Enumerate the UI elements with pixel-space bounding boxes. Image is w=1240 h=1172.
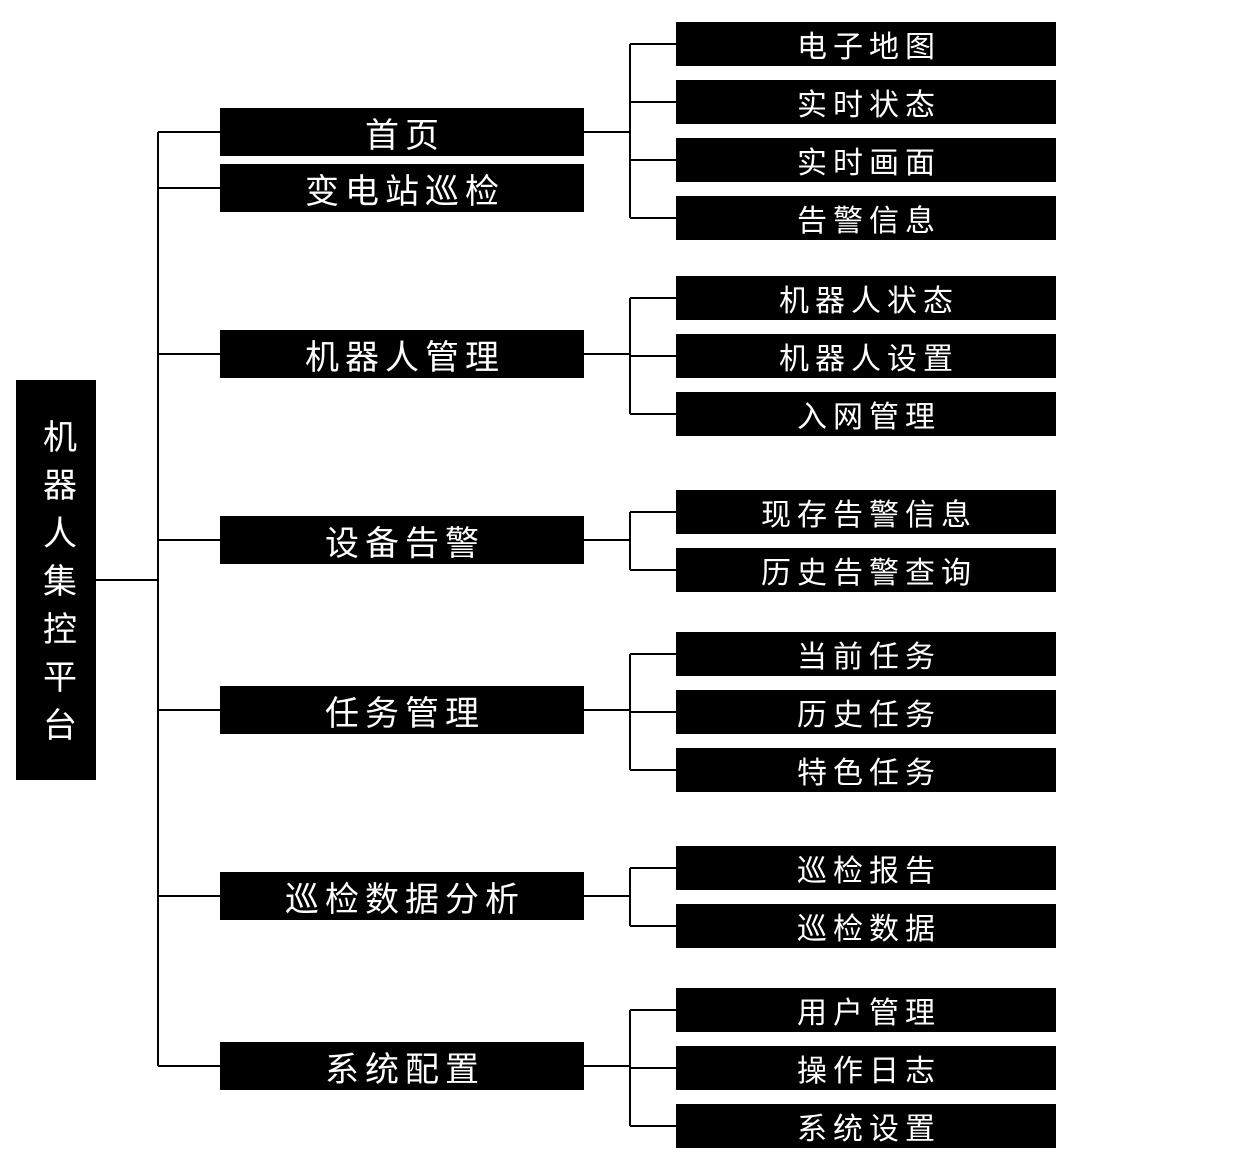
l2-node-config: 系统配置 [220,1042,584,1090]
l3-node-12: 巡检报告 [676,846,1056,890]
l3-node-14: 用户管理 [676,988,1056,1032]
l3-node-1: 实时状态 [676,80,1056,124]
l3-node-4: 机器人状态 [676,276,1056,320]
l3-node-10: 历史任务 [676,690,1056,734]
l2-node-station: 变电站巡检 [220,164,584,212]
l3-node-6: 入网管理 [676,392,1056,436]
l3-node-13: 巡检数据 [676,904,1056,948]
l3-node-15: 操作日志 [676,1046,1056,1090]
l3-node-0: 电子地图 [676,22,1056,66]
l3-node-11: 特色任务 [676,748,1056,792]
l2-node-alarm: 设备告警 [220,516,584,564]
l2-node-analysis: 巡检数据分析 [220,872,584,920]
l3-node-5: 机器人设置 [676,334,1056,378]
l2-node-robot: 机器人管理 [220,330,584,378]
l2-node-home: 首页 [220,108,584,156]
root-node: 机器人集控平台 [16,380,96,780]
l3-node-9: 当前任务 [676,632,1056,676]
l3-node-3: 告警信息 [676,196,1056,240]
l3-node-16: 系统设置 [676,1104,1056,1148]
l3-node-2: 实时画面 [676,138,1056,182]
l2-node-task: 任务管理 [220,686,584,734]
l3-node-7: 现存告警信息 [676,490,1056,534]
l3-node-8: 历史告警查询 [676,548,1056,592]
